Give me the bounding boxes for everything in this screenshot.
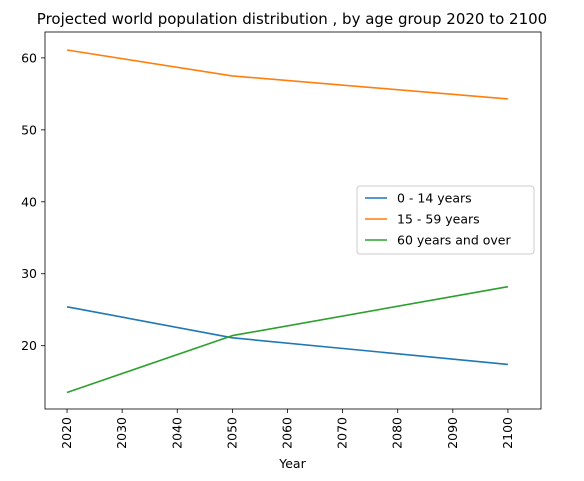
plot-frame [44,31,542,410]
y-tick-label: 20 [21,338,37,353]
x-axis-label: Year [278,456,306,471]
x-tick-label: 2020 [59,417,74,449]
y-tick-label: 40 [21,194,37,209]
x-tick-label: 2070 [335,417,350,449]
y-tick-label: 30 [21,266,37,281]
legend-box [356,185,535,255]
x-tick-label: 2050 [224,417,239,449]
y-tick-label: 50 [21,122,37,137]
legend-label: 0 - 14 years [397,191,472,206]
series-line-2 [66,49,508,100]
y-tick-label: 60 [21,50,37,65]
chart-title: Projected world population distribution … [37,10,547,28]
x-tick-label: 2060 [279,417,294,449]
legend-label: 60 years and over [397,233,511,248]
x-tick-label: 2040 [169,417,184,449]
series-line-1 [66,306,508,366]
x-axis: 2020 2030 2040 2050 2060 2070 2080 2090 2100 [59,409,515,449]
legend-label: 15 - 59 years [397,212,480,227]
x-tick-label: 2090 [445,417,460,449]
x-tick-label: 2080 [390,417,405,449]
series-line-3 [66,285,509,394]
x-tick-label: 2030 [114,417,129,449]
series-layer [66,49,509,394]
legend: 0 - 14 years 15 - 59 years 60 years and ov… [356,185,535,255]
y-axis: 20 30 40 50 60 [21,50,45,353]
plot-area [44,31,542,410]
x-tick-label: 2100 [500,417,515,449]
